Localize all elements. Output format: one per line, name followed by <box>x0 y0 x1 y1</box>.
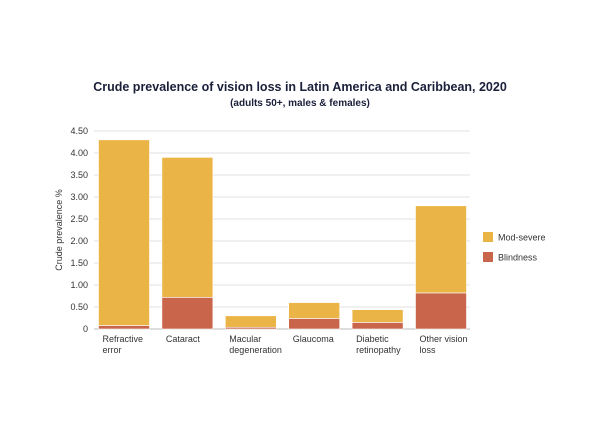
legend: Mod-severe Blindness <box>483 232 546 263</box>
bars <box>98 139 467 330</box>
bar-mod-severe-4 <box>351 309 404 323</box>
legend-swatch-blindness <box>483 252 493 262</box>
bar-mod-severe-2 <box>225 315 277 328</box>
y-axis-ticks: 0 0.50 1.00 1.50 2.00 2.50 3.00 3.50 4.00 4.50 <box>70 126 88 334</box>
bar-mod-severe-3 <box>288 302 341 319</box>
x-category-label: retinopathy <box>356 345 401 355</box>
grid-lines <box>94 130 470 330</box>
y-tick-label: 1.00 <box>70 280 88 290</box>
y-axis-label: Crude prevalence % <box>54 189 64 271</box>
x-category-label: Other vision <box>420 334 468 344</box>
bar-blindness-3 <box>288 318 341 330</box>
bar-blindness-1 <box>161 297 214 330</box>
y-tick-label: 4.00 <box>70 148 88 158</box>
y-tick-label: 1.50 <box>70 258 88 268</box>
bar-mod-severe-0 <box>98 139 150 326</box>
x-category-label: Macular <box>229 334 261 344</box>
x-category-label: degeneration <box>229 345 282 355</box>
chart-subtitle: (adults 50+, males & females) <box>230 98 370 109</box>
x-category-label: loss <box>420 345 437 355</box>
y-tick-label: 2.00 <box>70 236 88 246</box>
legend-swatch-mod-severe <box>483 232 493 242</box>
x-category-label: error <box>103 345 122 355</box>
legend-label-mod-severe: Mod-severe <box>498 233 546 243</box>
y-tick-label: 0 <box>83 324 88 334</box>
y-tick-label: 3.00 <box>70 192 88 202</box>
x-category-label: Refractive <box>103 334 144 344</box>
bar-blindness-4 <box>351 322 404 330</box>
y-tick-label: 0.50 <box>70 302 88 312</box>
y-tick-label: 3.50 <box>70 170 88 180</box>
bar-mod-severe-5 <box>415 205 467 294</box>
x-category-label: Cataract <box>166 334 201 344</box>
bar-mod-severe-1 <box>161 157 214 298</box>
bar-blindness-5 <box>415 292 467 330</box>
x-category-label: Glaucoma <box>293 334 334 344</box>
chart-title: Crude prevalence of vision loss in Latin… <box>93 80 507 94</box>
y-tick-label: 2.50 <box>70 214 88 224</box>
bar-blindness-0 <box>98 325 150 330</box>
y-tick-label: 4.50 <box>70 126 88 136</box>
x-category-label: Diabetic <box>356 334 389 344</box>
legend-label-blindness: Blindness <box>498 253 538 263</box>
